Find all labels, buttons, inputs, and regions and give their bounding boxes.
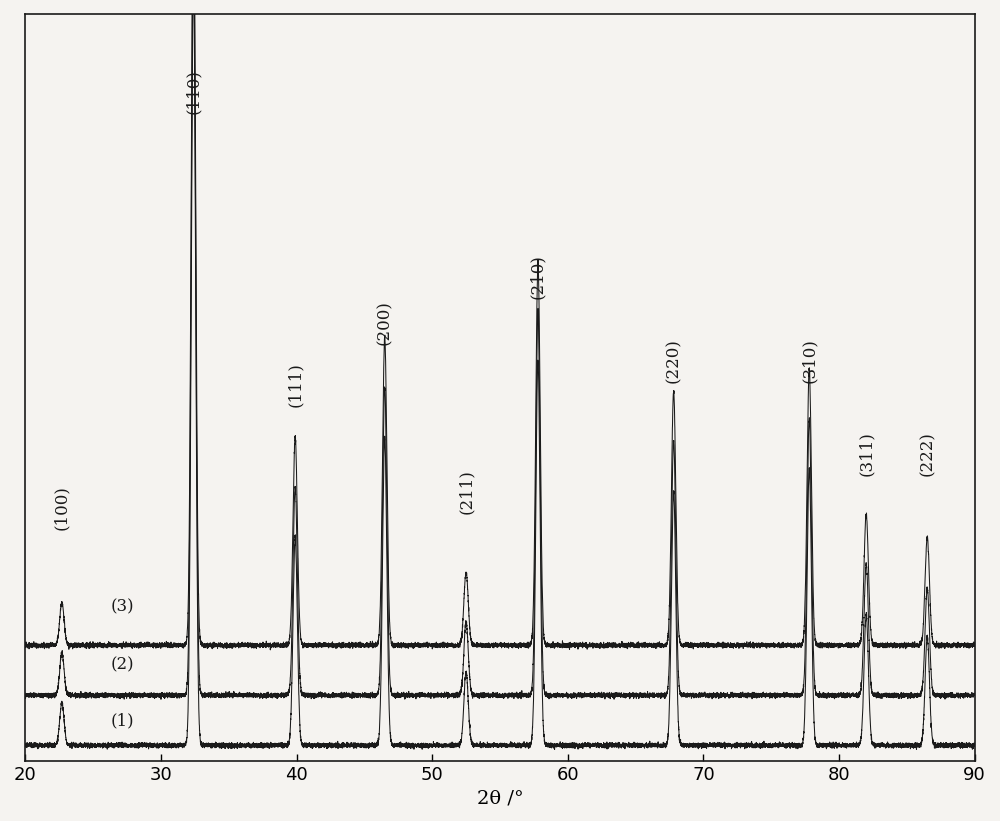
Text: (200): (200) — [376, 300, 393, 345]
Text: (311): (311) — [858, 431, 875, 476]
Text: (211): (211) — [458, 470, 475, 514]
Text: (310): (310) — [801, 338, 818, 383]
X-axis label: 2θ /°: 2θ /° — [477, 789, 523, 807]
Text: (222): (222) — [919, 431, 936, 476]
Text: (1): (1) — [111, 712, 135, 729]
Text: (2): (2) — [111, 656, 135, 673]
Text: (210): (210) — [529, 254, 546, 299]
Text: (220): (220) — [665, 338, 682, 383]
Text: (100): (100) — [53, 485, 70, 530]
Text: (3): (3) — [111, 599, 135, 615]
Text: (110): (110) — [185, 69, 202, 114]
Text: (111): (111) — [287, 362, 304, 406]
